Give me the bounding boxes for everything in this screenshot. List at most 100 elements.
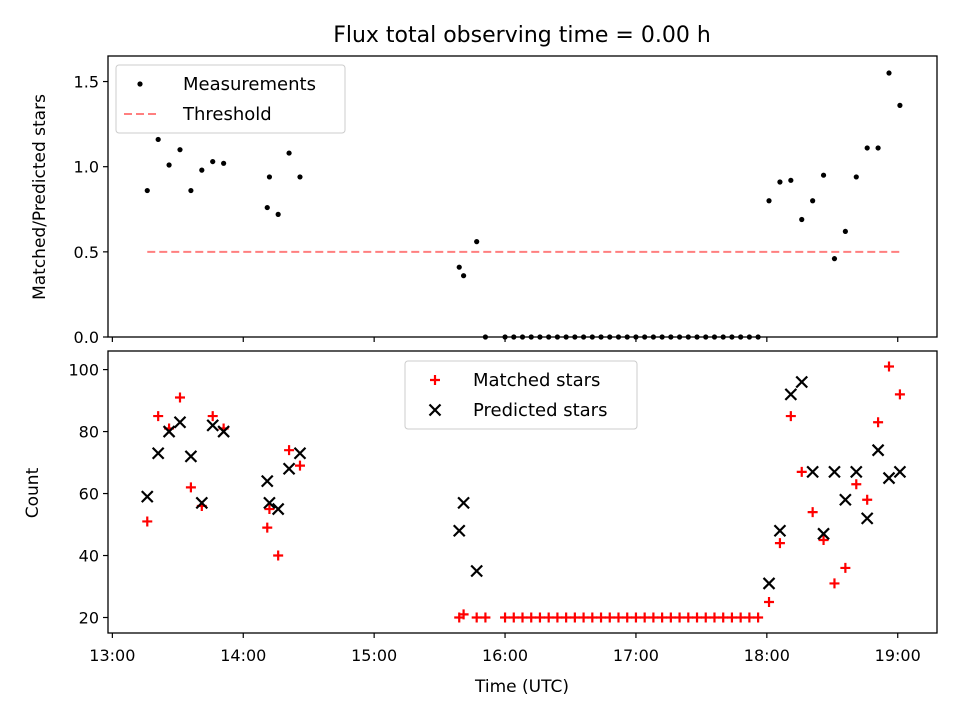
top-y-tick-label: 0.5 [74,243,99,262]
bottom-matched-stars-point [692,612,703,623]
bottom-matched-stars-point [818,535,829,546]
bottom-matched-stars-point [873,417,884,428]
bottom-matched-stars-point [683,612,694,623]
bottom-predicted-stars-point [173,415,187,429]
bottom-matched-stars-point [471,612,482,623]
top-measurements-point [188,187,194,194]
top-legend: Measurements Threshold [115,64,346,134]
bottom-matched-stars-point [764,597,775,608]
bottom-predicted-stars-point [850,465,863,479]
bottom-matched-stars-point [264,504,275,515]
bottom-predicted-stars-point [271,502,285,516]
top-measurements-point [831,256,838,262]
bottom-plot-area: 20 40 60 80 100 13:00 14:00 15:00 16:00 17:00 18:0… [68,350,938,665]
bottom-x-tick-label: 18:00 [744,646,790,665]
bottom-x-tick-label: 13:00 [89,646,135,665]
top-measurements-point [275,211,281,217]
bottom-matched-stars-point [774,538,785,549]
bottom-matched-stars-point [596,612,607,623]
bottom-matched-stars-point [543,612,554,623]
top-measurements-point [155,136,161,143]
bottom-matched-stars-point [552,612,563,623]
bottom-legend-label: Predicted stars [473,400,607,421]
top-legend-label: Measurements [183,74,316,95]
bottom-predicted-stars-point [871,443,885,457]
top-measurements-point [474,239,480,245]
bottom-predicted-stars-point [806,465,819,479]
bottom-matched-stars-point [700,612,711,623]
bottom-y-tick-label: 80 [79,423,99,442]
bottom-predicted-stars-point [860,512,874,525]
top-measurements-point [842,228,848,235]
bottom-matched-stars-point [648,612,659,623]
bottom-matched-stars-point [458,609,469,620]
top-legend-box [115,64,346,134]
bottom-predicted-stars-point [773,524,787,538]
bottom-predicted-stars-point [470,564,483,578]
bottom-matched-stars-point [534,612,545,623]
top-measurements-point [777,179,783,185]
bottom-predicted-stars-point [263,496,276,510]
top-measurements-point [456,264,462,270]
top-measurements-point [286,150,292,156]
bottom-x-axis-label: Time (UTC) [474,677,569,697]
top-measurements-point [810,198,816,204]
bottom-matched-stars-point [174,392,185,403]
bottom-x-tick-label: 16:00 [482,646,528,665]
top-y-axis-label: Matched/Predicted stars [30,94,50,300]
top-measurements-point [897,102,903,108]
bottom-predicted-stars-point [217,425,230,438]
top-measurements-point [864,145,870,151]
bottom-predicted-stars-point [260,474,274,488]
bottom-matched-stars-point [622,612,633,623]
top-plot-area: 0.0 0.5 1.0 1.5 Measurements Threshold [74,55,938,347]
bottom-y-tick-label: 40 [79,547,99,566]
top-y-tick-label: 1.5 [74,73,99,92]
bottom-predicted-stars-point [195,496,209,510]
top-chart-title: Flux total observing time = 0.00 h [333,23,711,48]
bottom-matched-stars-point [657,612,668,623]
bottom-axes-frame [107,350,938,634]
top-measurements-point [177,147,183,153]
bottom-matched-stars-point [726,612,737,623]
top-measurements-point [820,172,827,178]
bottom-predicted-stars-point [784,388,798,401]
top-measurements-point [221,160,227,166]
bottom-matched-stars-point [753,612,764,623]
top-measurements-point [788,177,794,183]
bottom-matched-stars-point [604,612,615,623]
bottom-predicted-stars-point [184,450,198,463]
bottom-predicted-stars-point [151,446,165,460]
bottom-matched-stars-point [862,494,873,505]
bottom-y-axis-label: Count [23,467,43,518]
bottom-y-tick-label: 20 [79,609,99,628]
bottom-matched-stars-point [807,507,818,518]
bottom-x-tick-label: 14:00 [220,646,266,665]
bottom-predicted-stars-point [762,577,776,590]
bottom-predicted-stars-point [882,471,896,485]
bottom-predicted-stars-point [282,462,296,476]
bottom-y-tick-label: 100 [68,361,99,380]
bottom-predicted-stars-point [457,496,470,510]
bottom-matched-stars-point [630,612,641,623]
bottom-matched-stars-point [639,612,650,623]
bottom-matched-stars-point [665,612,676,623]
top-measurements-point [266,174,273,180]
bottom-matched-stars-point [709,612,720,623]
top-measurements-point [875,145,881,151]
bottom-y-tick-label: 60 [79,485,99,504]
top-measurements-point [144,187,150,194]
bottom-x-tick-label: 17:00 [613,646,659,665]
bottom-legend: Matched stars Predicted stars [404,360,638,430]
bottom-predicted-stars-point [893,465,907,479]
bottom-matched-stars-point [526,612,537,623]
bottom-matched-stars-point [744,612,755,623]
bottom-matched-stars-point [153,411,164,422]
top-legend-label: Threshold [182,104,272,125]
bottom-matched-stars-point [785,411,796,422]
bottom-predicted-stars-point [206,419,219,432]
bottom-matched-stars-point [294,460,305,471]
bottom-matched-stars-point [613,612,624,623]
bottom-predicted-stars-point [293,446,307,460]
